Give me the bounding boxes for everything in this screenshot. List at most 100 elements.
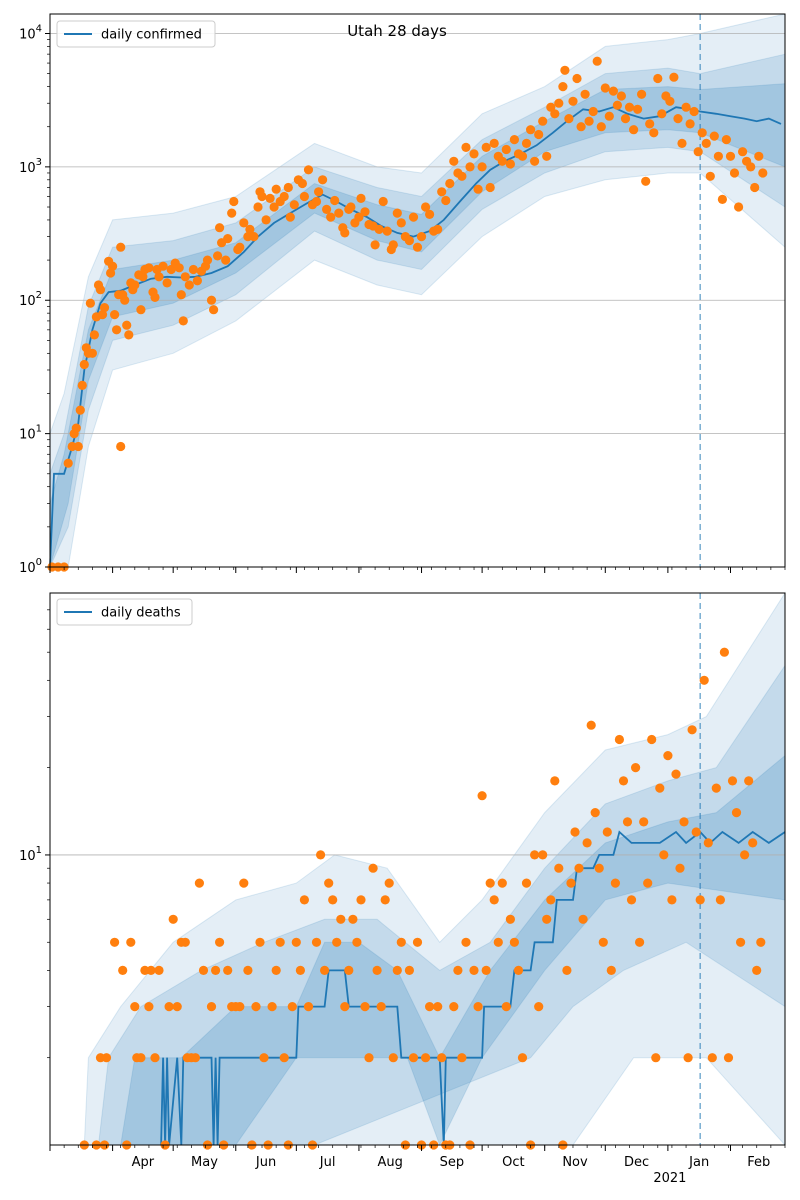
observed-point [116, 441, 126, 452]
observed-point [659, 850, 669, 860]
observed-point [473, 1002, 483, 1012]
observed-point [144, 263, 154, 273]
observed-point [384, 878, 394, 888]
observed-point [505, 159, 515, 169]
observed-point [637, 89, 647, 99]
observed-point [750, 182, 760, 193]
observed-point [521, 138, 532, 148]
observed-point [101, 1053, 112, 1063]
observed-point [108, 261, 118, 271]
observed-point [322, 204, 332, 214]
confirmed-x-axis [49, 567, 786, 573]
observed-point [449, 156, 459, 166]
observed-point [681, 102, 691, 112]
observed-point [318, 175, 328, 185]
observed-point [380, 895, 390, 905]
observed-point [316, 850, 326, 860]
observed-point [279, 1053, 289, 1063]
observed-point [206, 295, 217, 305]
observed-point [758, 168, 768, 178]
observed-point [299, 895, 309, 905]
observed-point [669, 72, 679, 82]
observed-point [604, 111, 614, 121]
observed-point [550, 776, 560, 786]
confirmed-legend: daily confirmed [56, 20, 216, 48]
observed-point [291, 937, 301, 947]
observed-point [449, 1002, 459, 1012]
observed-point [602, 827, 612, 837]
observed-point [675, 863, 685, 873]
observed-point [206, 1002, 217, 1012]
observed-point [154, 272, 164, 282]
x-tick-label: May [191, 1155, 218, 1170]
observed-point [421, 202, 431, 212]
observed-point [534, 129, 544, 140]
observed-point [174, 263, 184, 273]
observed-point [251, 1002, 261, 1012]
observed-point [370, 240, 380, 250]
observed-point [729, 168, 740, 178]
observed-point [283, 182, 293, 193]
x-tick-label: Jan [688, 1155, 709, 1170]
observed-point [190, 1053, 200, 1063]
observed-point [568, 96, 578, 106]
observed-point [328, 895, 338, 905]
observed-point [408, 1053, 419, 1063]
observed-point [221, 255, 231, 265]
observed-point [239, 218, 249, 228]
observed-point [560, 65, 570, 75]
observed-point [505, 914, 515, 924]
observed-point [243, 965, 253, 976]
observed-point [202, 255, 213, 265]
observed-point [635, 937, 645, 947]
observed-point [261, 215, 271, 225]
observed-point [130, 1002, 140, 1012]
observed-point [513, 965, 524, 976]
observed-point [517, 151, 528, 161]
observed-point [235, 242, 245, 252]
observed-point [699, 675, 709, 685]
observed-point [227, 208, 237, 218]
x-tick-label: Apr [132, 1155, 155, 1170]
observed-point [138, 272, 148, 282]
observed-point [723, 1053, 734, 1063]
observed-point [229, 196, 239, 207]
observed-point [657, 109, 667, 119]
observed-point [63, 458, 73, 468]
observed-point [653, 73, 663, 84]
observed-point [421, 1053, 431, 1063]
observed-point [546, 895, 556, 905]
observed-point [85, 298, 95, 308]
confirmed-observed-points [47, 56, 768, 572]
observed-point [392, 965, 402, 976]
observed-point [388, 240, 398, 250]
observed-point [180, 272, 190, 282]
observed-point [590, 808, 600, 818]
observed-point [736, 937, 746, 947]
observed-point [687, 725, 697, 735]
observed-point [614, 734, 625, 745]
observed-point [144, 1002, 154, 1012]
observed-point [469, 965, 479, 976]
observed-point [89, 330, 99, 340]
deaths-legend: daily deaths [56, 598, 193, 626]
observed-point [346, 202, 356, 212]
observed-point [136, 305, 146, 315]
chart-title: Utah 28 days [347, 22, 447, 40]
observed-point [297, 178, 307, 189]
observed-point [344, 965, 354, 976]
observed-point [146, 965, 156, 976]
observed-point [97, 310, 108, 320]
legend-label: daily deaths [101, 606, 181, 621]
x-tick-label: Oct [502, 1155, 524, 1170]
y-tick-label: 104 [19, 23, 42, 42]
observed-point [416, 232, 427, 242]
observed-point [711, 783, 721, 793]
observed-point [392, 208, 402, 218]
x-tick-label: Jul [319, 1155, 336, 1170]
observed-point [356, 895, 366, 905]
observed-point [265, 193, 275, 203]
observed-point [340, 1002, 350, 1012]
observed-point [521, 878, 532, 888]
observed-point [461, 937, 471, 947]
